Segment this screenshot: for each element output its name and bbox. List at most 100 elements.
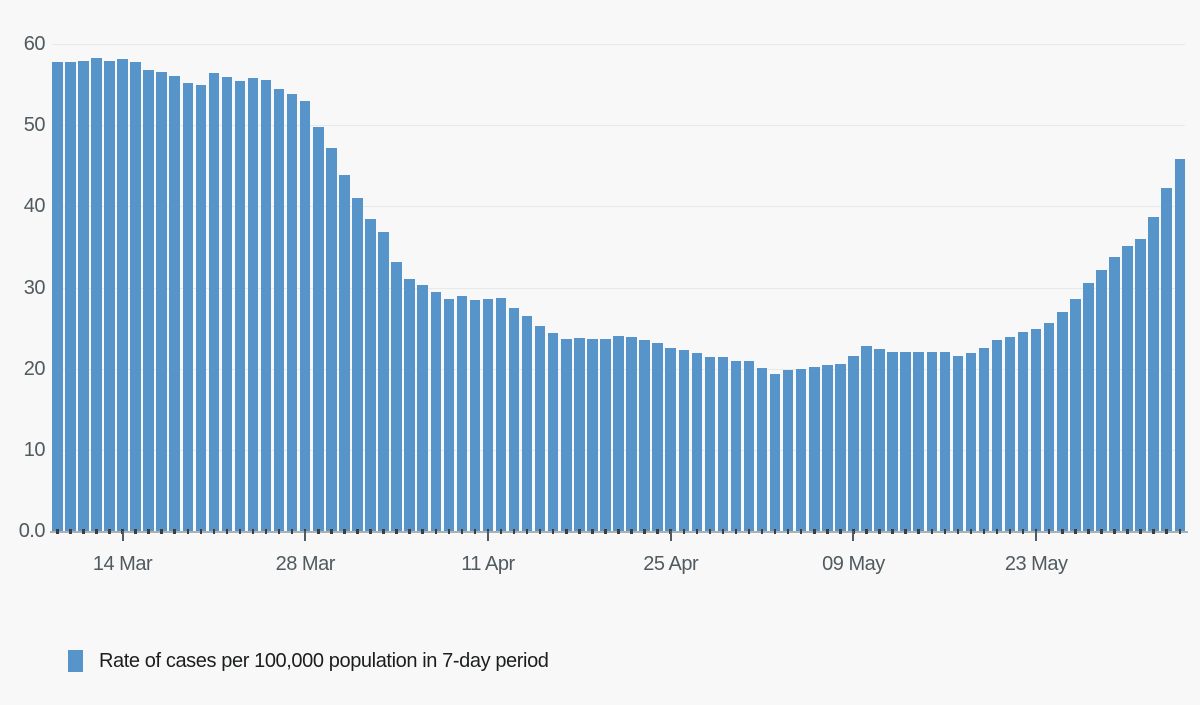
bar-tick bbox=[238, 529, 242, 534]
bar[interactable] bbox=[430, 292, 442, 531]
bar[interactable] bbox=[1004, 337, 1016, 531]
bar[interactable] bbox=[378, 232, 389, 531]
bar[interactable] bbox=[900, 351, 911, 531]
bar[interactable] bbox=[1083, 283, 1094, 531]
bar[interactable] bbox=[1122, 246, 1133, 531]
bar[interactable] bbox=[469, 299, 481, 531]
bar[interactable] bbox=[1161, 188, 1172, 531]
bar[interactable] bbox=[482, 298, 494, 531]
bar[interactable] bbox=[182, 82, 194, 531]
bar[interactable] bbox=[874, 349, 885, 531]
bar-tick bbox=[1087, 529, 1090, 534]
bar[interactable] bbox=[286, 93, 298, 531]
bar[interactable] bbox=[1030, 328, 1042, 531]
bar[interactable] bbox=[1017, 332, 1029, 531]
bar[interactable] bbox=[835, 363, 846, 531]
bar[interactable] bbox=[443, 298, 455, 531]
bar[interactable] bbox=[1043, 323, 1055, 531]
bar[interactable] bbox=[117, 59, 128, 531]
bar[interactable] bbox=[1096, 269, 1107, 531]
bar[interactable] bbox=[926, 352, 937, 531]
bar[interactable] bbox=[978, 348, 990, 531]
bar[interactable] bbox=[561, 339, 572, 531]
bar[interactable] bbox=[534, 326, 546, 531]
bar[interactable] bbox=[169, 76, 180, 531]
bar[interactable] bbox=[965, 353, 977, 531]
bar-tick bbox=[160, 529, 163, 534]
bar-tick bbox=[108, 529, 111, 534]
bar[interactable] bbox=[730, 360, 742, 531]
bar[interactable] bbox=[221, 77, 233, 531]
bar-tick bbox=[604, 529, 607, 534]
bar[interactable] bbox=[704, 356, 716, 531]
bar[interactable] bbox=[795, 369, 807, 531]
bar[interactable] bbox=[299, 100, 311, 531]
bar[interactable] bbox=[1135, 238, 1146, 531]
bar[interactable] bbox=[521, 315, 533, 531]
bar[interactable] bbox=[848, 355, 859, 531]
bar[interactable] bbox=[769, 373, 781, 531]
bar-tick bbox=[512, 529, 516, 534]
bar[interactable] bbox=[717, 357, 729, 531]
bar[interactable] bbox=[756, 367, 768, 531]
bar[interactable] bbox=[91, 57, 102, 531]
bar[interactable] bbox=[339, 174, 350, 531]
bar[interactable] bbox=[652, 342, 663, 531]
x-axis-label: 23 May bbox=[1004, 553, 1068, 575]
bar[interactable] bbox=[639, 340, 650, 531]
bar[interactable] bbox=[495, 298, 507, 531]
bar-tick bbox=[956, 529, 960, 534]
x-axis-label: 14 Mar bbox=[92, 553, 153, 575]
bar[interactable] bbox=[743, 361, 755, 531]
bar[interactable] bbox=[887, 351, 898, 531]
bar[interactable] bbox=[600, 338, 611, 531]
bar[interactable] bbox=[809, 367, 820, 531]
bar[interactable] bbox=[691, 353, 703, 531]
bar[interactable] bbox=[52, 61, 63, 531]
bar[interactable] bbox=[782, 370, 794, 531]
bar[interactable] bbox=[913, 351, 924, 531]
bar[interactable] bbox=[1109, 256, 1120, 531]
bar[interactable] bbox=[822, 365, 833, 531]
bar[interactable] bbox=[234, 81, 246, 531]
bar[interactable] bbox=[508, 307, 520, 531]
bar-tick bbox=[891, 529, 894, 534]
bar[interactable] bbox=[626, 337, 637, 531]
bar[interactable] bbox=[1070, 298, 1081, 531]
bar[interactable] bbox=[195, 84, 207, 531]
bar[interactable] bbox=[65, 61, 76, 531]
bar[interactable] bbox=[391, 262, 402, 531]
bar[interactable] bbox=[456, 296, 468, 531]
bar[interactable] bbox=[665, 347, 676, 531]
bar-tick bbox=[747, 529, 751, 534]
bar[interactable] bbox=[861, 345, 872, 531]
bar[interactable] bbox=[352, 198, 363, 531]
bar[interactable] bbox=[1057, 311, 1068, 531]
bar[interactable] bbox=[130, 61, 141, 531]
bar[interactable] bbox=[104, 61, 115, 531]
bar[interactable] bbox=[260, 79, 272, 531]
x-axis-label: 11 Apr bbox=[461, 553, 515, 575]
bar[interactable] bbox=[547, 332, 559, 531]
bar[interactable] bbox=[678, 350, 689, 531]
bar[interactable] bbox=[417, 285, 428, 531]
bar[interactable] bbox=[613, 336, 624, 531]
bar[interactable] bbox=[208, 73, 220, 531]
bar[interactable] bbox=[365, 219, 376, 531]
bar[interactable] bbox=[78, 61, 89, 531]
bar[interactable] bbox=[1174, 159, 1185, 531]
bar[interactable] bbox=[273, 88, 285, 531]
bar[interactable] bbox=[952, 355, 964, 531]
bar[interactable] bbox=[143, 69, 154, 531]
bar[interactable] bbox=[404, 278, 415, 531]
bar[interactable] bbox=[991, 340, 1003, 531]
bar[interactable] bbox=[1148, 216, 1159, 531]
bar-tick bbox=[917, 529, 920, 534]
bar[interactable] bbox=[247, 78, 259, 531]
bar[interactable] bbox=[313, 126, 324, 531]
bar[interactable] bbox=[587, 338, 598, 531]
bar[interactable] bbox=[156, 71, 167, 531]
bar[interactable] bbox=[939, 351, 951, 531]
bar[interactable] bbox=[574, 337, 585, 531]
bar[interactable] bbox=[326, 147, 337, 531]
